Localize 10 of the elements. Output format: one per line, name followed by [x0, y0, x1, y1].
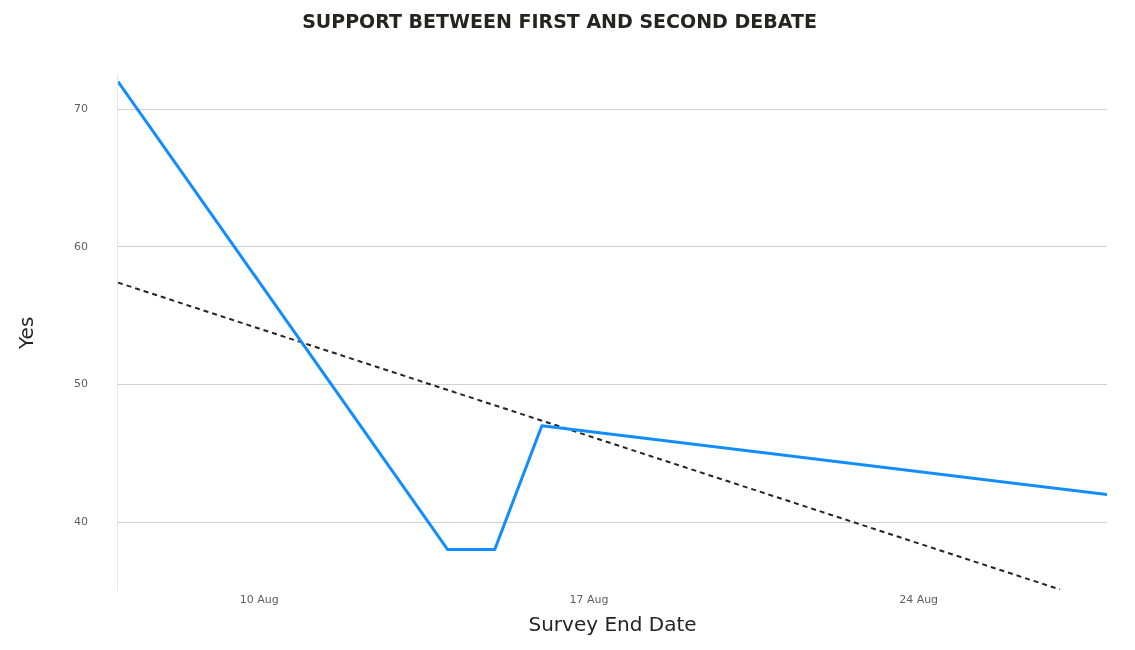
y-tick-label: 40 [74, 514, 88, 528]
y-tick-label: 70 [74, 102, 88, 116]
y-axis-title: Yes [14, 316, 39, 350]
x-tick-label: 17 Aug [569, 593, 609, 607]
x-tick-label: 10 Aug [239, 593, 279, 607]
x-tick-label: 24 Aug [899, 593, 939, 607]
y-tick-label: 50 [74, 377, 88, 391]
y-tick-label: 60 [74, 239, 88, 253]
chart-title: SUPPORT BETWEEN FIRST AND SECOND DEBATE [302, 10, 817, 33]
x-axis-title: Survey End Date [528, 612, 697, 637]
